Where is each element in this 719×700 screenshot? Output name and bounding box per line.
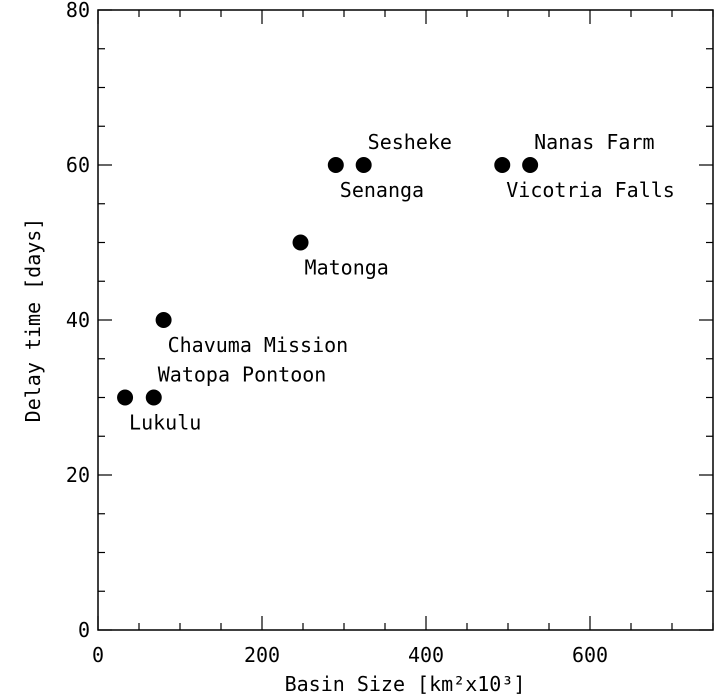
- point-label: Chavuma Mission: [168, 333, 349, 357]
- x-tick-label: 400: [408, 643, 444, 667]
- point-label: Matonga: [305, 256, 389, 280]
- data-points: [117, 157, 539, 406]
- axis-ticks: [97, 9, 714, 631]
- data-point: [155, 312, 172, 328]
- point-label: Senanga: [340, 178, 424, 202]
- point-labels: Lukulu Watopa Pontoon Chavuma Mission Maton…: [129, 130, 675, 435]
- point-label: Sesheke: [368, 130, 452, 154]
- y-tick-label: 80: [66, 0, 90, 22]
- data-point: [145, 389, 162, 406]
- y-tick-label: 40: [66, 308, 90, 332]
- y-tick-label: 20: [66, 463, 90, 487]
- x-tick-label: 600: [572, 643, 608, 667]
- data-point: [327, 157, 344, 173]
- x-axis-title: Basin Size [km²x10³]: [285, 672, 526, 696]
- data-point: [292, 234, 309, 251]
- point-label: Watopa Pontoon: [158, 363, 327, 387]
- x-tick-label: 0: [92, 643, 104, 667]
- data-point: [522, 157, 539, 173]
- y-tick-label: 0: [78, 618, 90, 642]
- point-label: Nanas Farm: [534, 130, 654, 154]
- y-tick-label: 60: [66, 153, 90, 177]
- tick-labels: 0 200 400 600 0 20 40 60 80: [66, 0, 608, 667]
- data-point: [117, 389, 134, 406]
- point-label: Lukulu: [129, 411, 201, 435]
- x-tick-label: 200: [244, 643, 280, 667]
- point-label: Vicotria Falls: [506, 178, 675, 202]
- plot-frame: [97, 9, 714, 631]
- data-point: [355, 157, 372, 173]
- data-point: [494, 157, 511, 173]
- y-axis-title: Delay time [days]: [21, 218, 45, 423]
